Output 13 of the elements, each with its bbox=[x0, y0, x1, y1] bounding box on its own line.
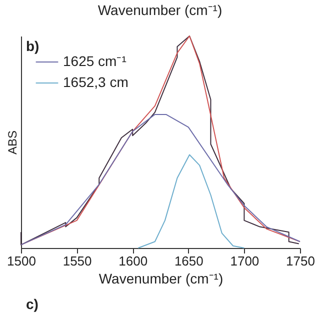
annotation: b) bbox=[26, 38, 40, 54]
legend-label: 1652,3 cm bbox=[63, 74, 128, 90]
text: c) bbox=[26, 296, 38, 312]
x-tick-label: 1550 bbox=[62, 254, 92, 268]
x-tick-label: 1700 bbox=[230, 254, 260, 268]
x-axis-title: Wavenumber (cm⁻¹) bbox=[98, 270, 224, 286]
x-tick-label: 1750 bbox=[286, 254, 315, 268]
x-tick-label: 1650 bbox=[174, 254, 204, 268]
y-axis-title: ABS bbox=[6, 130, 20, 155]
x-tick-label: 1500 bbox=[7, 254, 36, 268]
text: Wavenumber (cm⁻¹) bbox=[98, 1, 222, 19]
legend-label: 1625 cm⁻¹ bbox=[63, 53, 127, 69]
x-tick-label: 1600 bbox=[118, 254, 148, 268]
